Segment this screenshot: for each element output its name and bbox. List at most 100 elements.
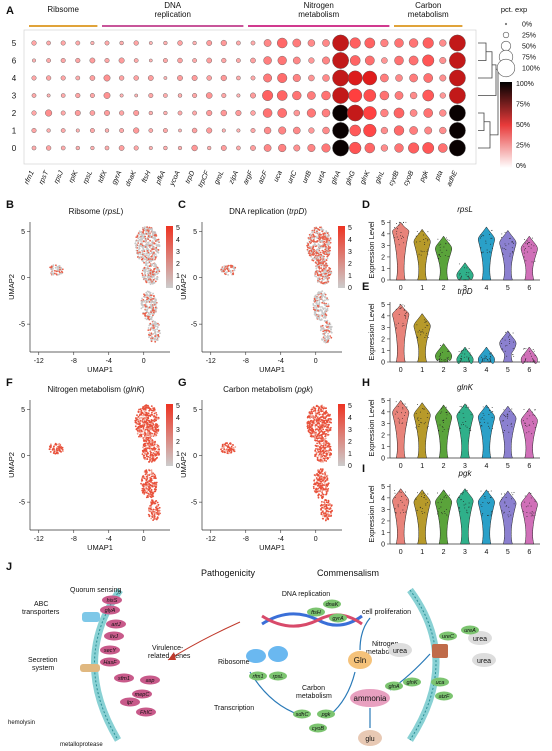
umap-colorbar-label: 5: [176, 403, 180, 410]
violin-xtick: 3: [463, 367, 467, 374]
dot: [163, 145, 168, 151]
gene-label: dnaK: [125, 170, 138, 188]
violin-shape: [499, 405, 517, 459]
violin-xtick: 0: [399, 285, 403, 292]
umap-colorbar-label: 0: [348, 285, 352, 292]
dotplot-panel: Ribsome DNAreplicationNitrogenmetabolismC…: [12, 1, 540, 189]
hemolysin-label: hemolysin: [8, 720, 35, 726]
secretion-icon: [80, 664, 100, 672]
violin-points: [480, 490, 493, 516]
dot: [439, 109, 447, 117]
violin-xtick: 0: [399, 463, 403, 470]
dot: [90, 40, 95, 46]
violin-xtick: 3: [463, 549, 467, 556]
dot: [449, 34, 466, 52]
violin-ytick: 5: [381, 484, 385, 491]
panel-label-b: B: [6, 199, 14, 211]
umap-colorbar-label: 1: [348, 273, 352, 280]
dot: [394, 38, 404, 48]
dot: [422, 89, 435, 102]
umap-ytick: 0: [193, 453, 197, 460]
gene-label: glnG: [344, 169, 357, 186]
umap-colorbar-label: 4: [348, 237, 352, 244]
umap-ylabel: UMAP2: [179, 274, 188, 300]
dot: [263, 56, 272, 65]
dot: [104, 58, 110, 63]
dot: [292, 73, 301, 82]
gene-pill-label: ureC: [442, 634, 454, 640]
dot: [349, 141, 362, 155]
urea-transporter-icon: [432, 644, 448, 658]
dot: [364, 55, 375, 66]
category-label: Ribsome: [47, 5, 79, 14]
dot: [236, 128, 241, 133]
violin-shape: [392, 488, 410, 545]
dot: [322, 39, 330, 47]
umap-colorbar-label: 3: [348, 427, 352, 434]
dot: [263, 126, 272, 135]
violin-shape: [477, 404, 495, 459]
gene-pill: [323, 599, 341, 609]
gene-label: groL: [213, 170, 225, 186]
violin-shape: [413, 402, 431, 459]
gene-pill: [439, 631, 457, 641]
umap-xtick: -4: [106, 358, 112, 365]
dot: [438, 143, 448, 153]
dot: [263, 144, 272, 152]
dot: [362, 106, 377, 120]
dot: [221, 128, 226, 133]
dot: [322, 74, 330, 82]
dot: [250, 40, 256, 46]
dot: [177, 110, 183, 116]
umap-colorbar-label: 2: [348, 261, 352, 268]
gene-label: cydB: [388, 170, 401, 187]
cluster-label: 2: [12, 109, 17, 118]
violin-points: [458, 348, 471, 363]
dot: [439, 126, 447, 135]
dot: [380, 144, 389, 152]
dot: [31, 145, 37, 151]
dot: [60, 128, 66, 133]
gene-pill: [431, 677, 449, 687]
gene-pill-label: hisS: [107, 598, 118, 604]
dot: [220, 39, 227, 47]
violin-ytick: 4: [381, 409, 385, 416]
dot: [148, 110, 153, 116]
dot: [236, 58, 241, 63]
umap-panel-f: Nitrogen metabolism (glnK) -12 -8 -4 0 5 0 -5 UM…: [7, 385, 180, 552]
dna-helix-b: [261, 613, 363, 628]
panel-label-j: J: [6, 561, 12, 573]
dot: [293, 144, 301, 152]
gene-pill: [293, 709, 311, 719]
violin-xtick: 6: [527, 463, 531, 470]
umap-xtick: -4: [278, 358, 284, 365]
gene-pill-label: sdhC: [296, 712, 309, 718]
dot: [449, 104, 466, 122]
gene-label: pgk: [418, 169, 430, 184]
violin-xtick: 1: [420, 463, 424, 470]
dot: [134, 93, 139, 98]
violin-shape: [456, 346, 474, 364]
dot: [206, 40, 213, 46]
umap-ytick: -5: [19, 500, 25, 507]
gene-pill-label: glyA: [105, 608, 116, 614]
transcription-label: Transcription: [214, 705, 254, 712]
violin-points: [394, 489, 408, 514]
dot: [163, 40, 168, 46]
umap-colorbar-label: 3: [176, 249, 180, 256]
dot: [422, 37, 434, 49]
dot: [278, 126, 287, 135]
dot: [148, 128, 154, 133]
gene-pill-label: ftsH: [311, 610, 321, 616]
gene-pill: [104, 631, 124, 641]
violin-xtick: 2: [442, 549, 446, 556]
panel-label-e: E: [362, 281, 369, 293]
dot: [60, 40, 66, 46]
dot: [394, 55, 404, 66]
umap-xtick: -8: [243, 536, 249, 543]
gene-pill: [249, 671, 267, 681]
violin-points: [523, 409, 536, 435]
umap-colorbar: [338, 226, 345, 288]
umap-ytick: -5: [191, 322, 197, 329]
